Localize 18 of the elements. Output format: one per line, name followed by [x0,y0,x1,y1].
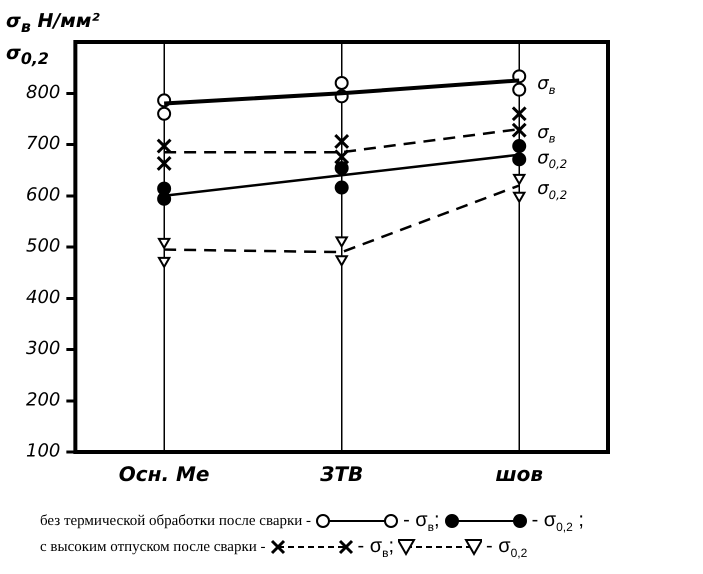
text: с высоким отпуском после сварки - [40,538,266,556]
x-tick-label: Осн. Ме [118,462,210,486]
y-axis-title: σ$_{в}$ Н/мм² σ$_{0,2}$ [6,9,101,70]
text: - σ$_{в}$; [358,534,394,560]
x-tick-label: шов [495,462,544,486]
text: без термической обработки после сварки - [40,512,312,530]
y-tick-label: 600 [26,184,60,206]
y-tick-label: 700 [26,133,60,154]
y-tick-label: 300 [26,338,60,360]
y-tick-label: 500 [26,236,60,257]
y-tick-label: 800 [26,82,60,103]
text: - σ$_{0,2}$ [486,534,528,560]
text: - σ$_{в}$; [403,508,440,534]
text: - σ$_{0,2}$ ; [532,508,584,534]
x-tick-label: ЗТВ [319,462,364,486]
y-tick-label: 100 [26,440,60,462]
y-tick-label: 400 [26,286,60,308]
y-tick-label: 200 [26,389,60,410]
